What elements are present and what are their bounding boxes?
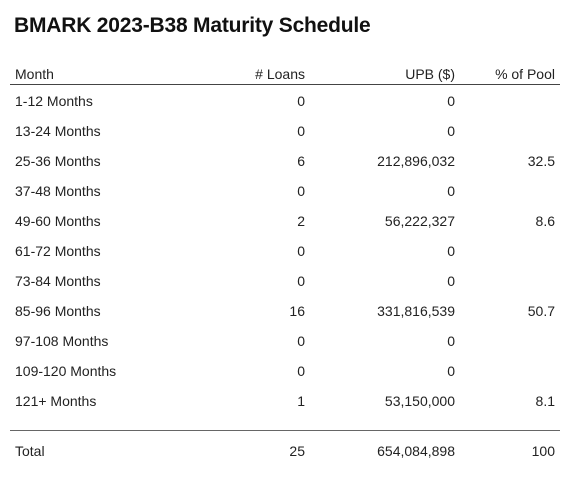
cell-pct: 8.6 [535,213,555,229]
cell-month: 97-108 Months [15,333,109,349]
cell-pct: 50.7 [527,303,555,319]
table-spacer [10,416,560,430]
cell-loans: 0 [297,333,305,349]
cell-month: 73-84 Months [15,273,101,289]
cell-loans: 16 [289,303,305,319]
table-row: 121+ Months 1 53,150,000 8.1 [10,386,560,416]
table-row: 61-72 Months 0 0 [10,236,560,266]
cell-upb: 212,896,032 [377,153,455,169]
cell-month: 85-96 Months [15,303,101,319]
table-row: 73-84 Months 0 0 [10,266,560,296]
table-row: 109-120 Months 0 0 [10,356,560,386]
table-header-row: Month # Loans UPB ($) % of Pool [10,64,560,85]
column-header-loans: # Loans [255,66,305,82]
cell-loans: 0 [297,93,305,109]
cell-upb: 56,222,327 [384,213,455,229]
cell-month: 61-72 Months [15,243,101,259]
cell-upb: 0 [447,333,455,349]
cell-month: 1-12 Months [15,93,93,109]
table-body: 1-12 Months 0 0 13-24 Months 0 0 25-36 M… [10,85,560,416]
cell-upb: 0 [447,273,455,289]
table-row: 85-96 Months 16 331,816,539 50.7 [10,296,560,326]
column-header-month: Month [15,66,54,82]
table-row: 25-36 Months 6 212,896,032 32.5 [10,146,560,176]
cell-month: 49-60 Months [15,213,101,229]
table-row: 97-108 Months 0 0 [10,326,560,356]
cell-month: 13-24 Months [15,123,101,139]
cell-upb: 0 [447,123,455,139]
table-total-row: Total 25 654,084,898 100 [10,431,560,471]
cell-loans: 0 [297,363,305,379]
cell-upb: 53,150,000 [384,393,455,409]
total-label: Total [15,443,45,459]
cell-month: 121+ Months [15,393,97,409]
cell-loans: 2 [297,213,305,229]
cell-month: 109-120 Months [15,363,117,379]
cell-month: 37-48 Months [15,183,101,199]
cell-loans: 0 [297,243,305,259]
table-row: 1-12 Months 0 0 [10,86,560,116]
cell-loans: 0 [297,273,305,289]
total-divider [10,430,560,431]
cell-loans: 6 [297,153,305,169]
cell-loans: 0 [297,123,305,139]
total-upb: 654,084,898 [377,443,455,459]
table-row: 13-24 Months 0 0 [10,116,560,146]
cell-loans: 1 [297,393,305,409]
column-header-upb: UPB ($) [405,66,455,82]
cell-upb: 0 [447,363,455,379]
maturity-schedule-table: Month # Loans UPB ($) % of Pool 1-12 Mon… [10,64,560,471]
cell-upb: 0 [447,183,455,199]
cell-upb: 0 [447,93,455,109]
cell-pct: 32.5 [527,153,555,169]
page-title: BMARK 2023-B38 Maturity Schedule [14,14,371,37]
cell-loans: 0 [297,183,305,199]
cell-month: 25-36 Months [15,153,101,169]
cell-upb: 331,816,539 [377,303,455,319]
cell-pct: 8.1 [535,393,555,409]
table-row: 37-48 Months 0 0 [10,176,560,206]
cell-upb: 0 [447,243,455,259]
total-pct: 100 [531,443,555,459]
total-loans: 25 [289,443,305,459]
table-row: 49-60 Months 2 56,222,327 8.6 [10,206,560,236]
column-header-pct: % of Pool [495,66,555,82]
